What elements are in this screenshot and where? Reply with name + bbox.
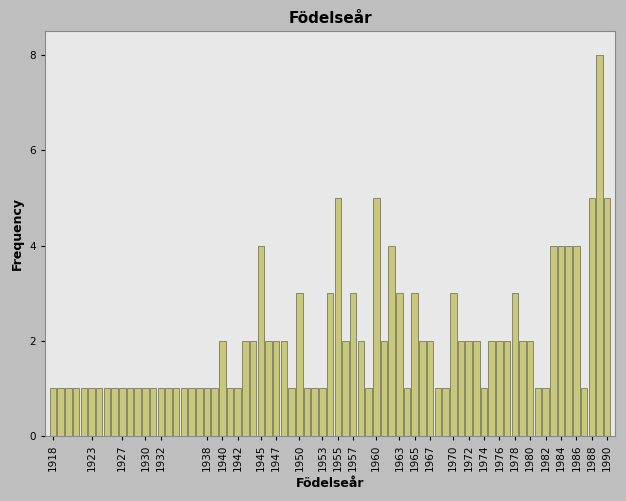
Bar: [289, 388, 295, 436]
Bar: [596, 55, 603, 436]
Bar: [73, 388, 80, 436]
Bar: [527, 341, 533, 436]
Bar: [173, 388, 180, 436]
X-axis label: Födelseår: Födelseår: [296, 477, 364, 490]
Bar: [535, 388, 541, 436]
Bar: [312, 388, 318, 436]
Bar: [180, 388, 187, 436]
Bar: [88, 388, 95, 436]
Bar: [504, 341, 510, 436]
Bar: [265, 341, 272, 436]
Bar: [342, 341, 349, 436]
Bar: [135, 388, 141, 436]
Bar: [250, 341, 257, 436]
Bar: [81, 388, 87, 436]
Bar: [443, 388, 449, 436]
Bar: [280, 341, 287, 436]
Bar: [465, 341, 472, 436]
Bar: [373, 198, 379, 436]
Bar: [542, 388, 549, 436]
Bar: [334, 198, 341, 436]
Bar: [235, 388, 241, 436]
Bar: [411, 293, 418, 436]
Bar: [188, 388, 195, 436]
Bar: [273, 341, 279, 436]
Bar: [366, 388, 372, 436]
Bar: [558, 245, 564, 436]
Bar: [219, 341, 225, 436]
Bar: [126, 388, 133, 436]
Bar: [550, 245, 557, 436]
Bar: [227, 388, 233, 436]
Bar: [496, 341, 503, 436]
Bar: [381, 341, 387, 436]
Bar: [588, 198, 595, 436]
Title: Födelseår: Födelseår: [289, 11, 372, 26]
Bar: [111, 388, 118, 436]
Bar: [434, 388, 441, 436]
Bar: [304, 388, 310, 436]
Bar: [458, 341, 464, 436]
Bar: [419, 341, 426, 436]
Bar: [481, 388, 487, 436]
Bar: [196, 388, 203, 436]
Bar: [327, 293, 334, 436]
Bar: [565, 245, 572, 436]
Bar: [142, 388, 148, 436]
Bar: [65, 388, 72, 436]
Bar: [488, 341, 495, 436]
Bar: [296, 293, 302, 436]
Bar: [212, 388, 218, 436]
Bar: [573, 245, 580, 436]
Bar: [404, 388, 411, 436]
Y-axis label: Frequency: Frequency: [11, 197, 24, 270]
Bar: [388, 245, 395, 436]
Bar: [427, 341, 433, 436]
Bar: [604, 198, 610, 436]
Bar: [473, 341, 480, 436]
Bar: [396, 293, 403, 436]
Bar: [203, 388, 210, 436]
Bar: [242, 341, 249, 436]
Bar: [49, 388, 56, 436]
Bar: [581, 388, 587, 436]
Bar: [257, 245, 264, 436]
Bar: [450, 293, 456, 436]
Bar: [119, 388, 126, 436]
Bar: [150, 388, 156, 436]
Bar: [104, 388, 110, 436]
Bar: [58, 388, 64, 436]
Bar: [357, 341, 364, 436]
Bar: [165, 388, 172, 436]
Bar: [96, 388, 103, 436]
Bar: [511, 293, 518, 436]
Bar: [350, 293, 356, 436]
Bar: [319, 388, 326, 436]
Bar: [158, 388, 164, 436]
Bar: [519, 341, 526, 436]
